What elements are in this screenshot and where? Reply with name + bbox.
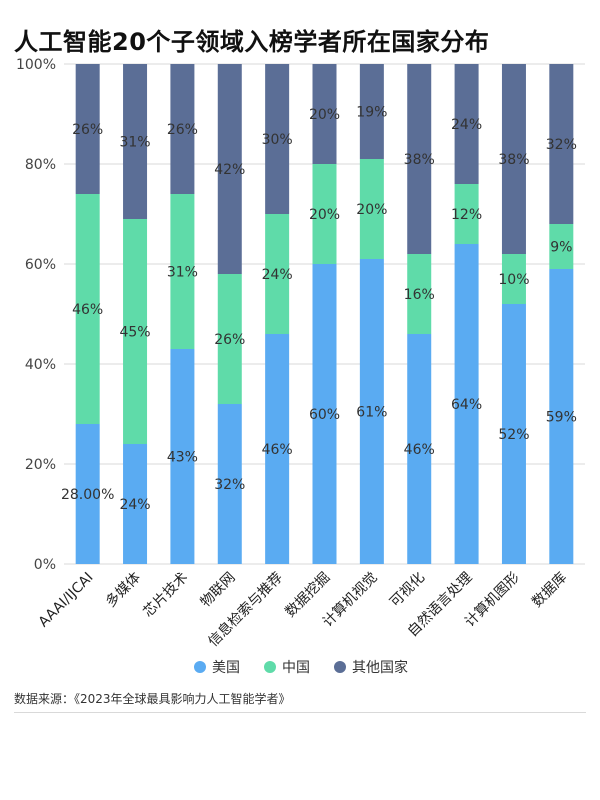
bar-segment bbox=[217, 404, 242, 564]
bar-segment bbox=[170, 64, 195, 194]
data-label: 10% bbox=[498, 272, 529, 288]
bar-segment bbox=[501, 304, 526, 564]
bar-segment bbox=[549, 224, 574, 269]
legend-marker bbox=[264, 661, 276, 673]
data-label: 42% bbox=[214, 162, 245, 178]
legend-label: 其他国家 bbox=[352, 659, 408, 676]
bar-segment bbox=[407, 334, 432, 564]
x-tick-label: 多媒体 bbox=[102, 569, 144, 611]
data-label: 46% bbox=[72, 302, 103, 318]
bar-segment bbox=[407, 64, 432, 254]
data-label: 28.00% bbox=[61, 487, 114, 503]
data-label: 20% bbox=[356, 202, 387, 218]
data-label: 59% bbox=[546, 410, 577, 426]
data-label: 32% bbox=[214, 477, 245, 493]
data-label: 31% bbox=[167, 265, 198, 281]
bar-segment bbox=[170, 194, 195, 349]
bar-segment bbox=[217, 64, 242, 274]
data-label: 38% bbox=[498, 152, 529, 168]
bar-segment bbox=[549, 64, 574, 224]
bar-segment bbox=[549, 269, 574, 564]
data-label: 45% bbox=[119, 325, 150, 341]
bar-segment bbox=[75, 424, 100, 564]
y-tick-label: 100% bbox=[16, 57, 56, 73]
bar-segment bbox=[454, 184, 479, 244]
bar-segment bbox=[75, 64, 100, 194]
bar-segment bbox=[217, 274, 242, 404]
bar-segment bbox=[265, 64, 290, 214]
data-label: 52% bbox=[498, 427, 529, 443]
x-tick-label: 物联网 bbox=[198, 570, 239, 611]
bar-segment bbox=[359, 64, 384, 159]
bar-segment bbox=[265, 334, 290, 564]
data-label: 24% bbox=[451, 117, 482, 133]
data-label: 26% bbox=[72, 122, 103, 138]
source-note: 数据来源：《2023年全球最具影响力人工智能学者》 bbox=[14, 692, 291, 706]
data-label: 24% bbox=[262, 267, 293, 283]
y-tick-label: 0% bbox=[34, 557, 56, 573]
bar-segment bbox=[123, 444, 148, 564]
bar-segment bbox=[359, 259, 384, 564]
data-label: 64% bbox=[451, 397, 482, 413]
data-label: 31% bbox=[119, 135, 150, 151]
data-label: 20% bbox=[309, 207, 340, 223]
y-tick-label: 60% bbox=[25, 257, 56, 273]
data-label: 24% bbox=[119, 497, 150, 513]
legend-marker bbox=[334, 661, 346, 673]
bar-segment bbox=[170, 349, 195, 564]
bar-segment bbox=[407, 254, 432, 334]
bar-segment bbox=[454, 64, 479, 184]
stacked-bar-chart: 0% 20% 40% 60% 80% 100% 28.00% 46% 26% AAAI/IJCAI… bbox=[16, 57, 585, 676]
chart-title: 人工智能20个子领域入榜学者所在国家分布 bbox=[14, 28, 490, 56]
bar-segment bbox=[312, 264, 337, 564]
bar-segment bbox=[359, 159, 384, 259]
data-label: 32% bbox=[546, 137, 577, 153]
y-tick-label: 20% bbox=[25, 457, 56, 473]
bar-segment bbox=[265, 214, 290, 334]
y-tick-label: 40% bbox=[25, 357, 56, 373]
y-tick-label: 80% bbox=[25, 157, 56, 173]
x-tick-label: AAAI/IJCAI bbox=[36, 570, 97, 631]
data-label: 38% bbox=[404, 152, 435, 168]
data-label: 46% bbox=[404, 442, 435, 458]
data-label: 9% bbox=[550, 240, 572, 256]
data-label: 46% bbox=[262, 442, 293, 458]
data-label: 61% bbox=[356, 405, 387, 421]
divider bbox=[14, 712, 586, 713]
legend-label: 中国 bbox=[282, 660, 310, 676]
x-tick-label: 芯片技术 bbox=[140, 570, 191, 621]
data-label: 30% bbox=[262, 132, 293, 148]
data-label: 26% bbox=[167, 122, 198, 138]
bar-segment bbox=[75, 194, 100, 424]
data-label: 19% bbox=[356, 105, 387, 121]
bar-segment bbox=[454, 244, 479, 564]
data-label: 26% bbox=[214, 332, 245, 348]
data-label: 12% bbox=[451, 207, 482, 223]
bar-segment bbox=[312, 64, 337, 164]
data-label: 16% bbox=[404, 287, 435, 303]
x-tick-label: 数据库 bbox=[529, 570, 570, 611]
bar-segment bbox=[501, 254, 526, 304]
bar-segment bbox=[312, 164, 337, 264]
data-label: 43% bbox=[167, 450, 198, 466]
bar-segment bbox=[123, 219, 148, 444]
legend-marker bbox=[194, 661, 206, 673]
bar-segment bbox=[501, 64, 526, 254]
data-label: 20% bbox=[309, 107, 340, 123]
legend-label: 美国 bbox=[212, 660, 240, 676]
bar-segment bbox=[123, 64, 148, 219]
x-tick-label: 可视化 bbox=[387, 570, 428, 611]
data-label: 60% bbox=[309, 407, 340, 423]
